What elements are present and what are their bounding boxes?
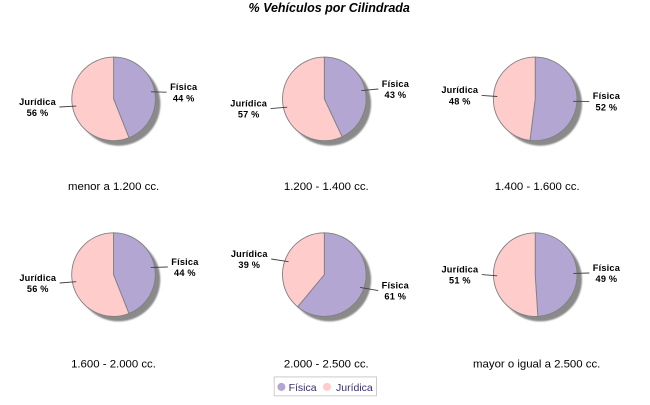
svg-text:44 %: 44 % — [173, 93, 195, 103]
svg-text:Física: Física — [170, 82, 198, 92]
svg-text:Jurídica: Jurídica — [441, 85, 479, 95]
svg-text:1.400 - 1.600 cc.: 1.400 - 1.600 cc. — [495, 181, 580, 193]
svg-text:Jurídica: Jurídica — [336, 382, 373, 394]
svg-text:Jurídica: Jurídica — [231, 249, 269, 259]
svg-text:1.200 - 1.400 cc.: 1.200 - 1.400 cc. — [284, 181, 369, 193]
svg-text:Física: Física — [593, 91, 621, 101]
svg-text:Física: Física — [289, 382, 317, 394]
svg-text:56 %: 56 % — [27, 108, 49, 118]
svg-text:Jurídica: Jurídica — [441, 264, 479, 274]
svg-text:menor a 1.200 cc.: menor a 1.200 cc. — [68, 181, 159, 193]
svg-text:mayor o igual a 2.500 cc.: mayor o igual a 2.500 cc. — [473, 358, 600, 370]
svg-text:52 %: 52 % — [596, 103, 618, 113]
svg-text:Física: Física — [171, 257, 199, 267]
svg-text:49 %: 49 % — [596, 274, 618, 284]
svg-text:Física: Física — [593, 263, 621, 273]
svg-text:48 %: 48 % — [449, 97, 471, 107]
svg-text:1.600 - 2.000 cc.: 1.600 - 2.000 cc. — [71, 358, 156, 370]
svg-text:Jurídica: Jurídica — [19, 97, 57, 107]
svg-text:39 %: 39 % — [238, 260, 260, 270]
svg-text:% Vehículos por Cilindrada: % Vehículos por Cilindrada — [249, 1, 410, 15]
svg-text:2.000 - 2.500 cc.: 2.000 - 2.500 cc. — [284, 358, 369, 370]
svg-text:44 %: 44 % — [174, 268, 196, 278]
svg-text:61 %: 61 % — [384, 292, 406, 302]
svg-text:Física: Física — [382, 280, 410, 290]
svg-text:Jurídica: Jurídica — [230, 98, 268, 108]
svg-text:56 %: 56 % — [27, 284, 49, 294]
svg-text:Jurídica: Jurídica — [19, 273, 57, 283]
svg-text:57 %: 57 % — [238, 110, 260, 120]
svg-text:43 %: 43 % — [385, 90, 407, 100]
svg-text:Física: Física — [382, 79, 410, 89]
svg-text:51 %: 51 % — [449, 276, 471, 286]
